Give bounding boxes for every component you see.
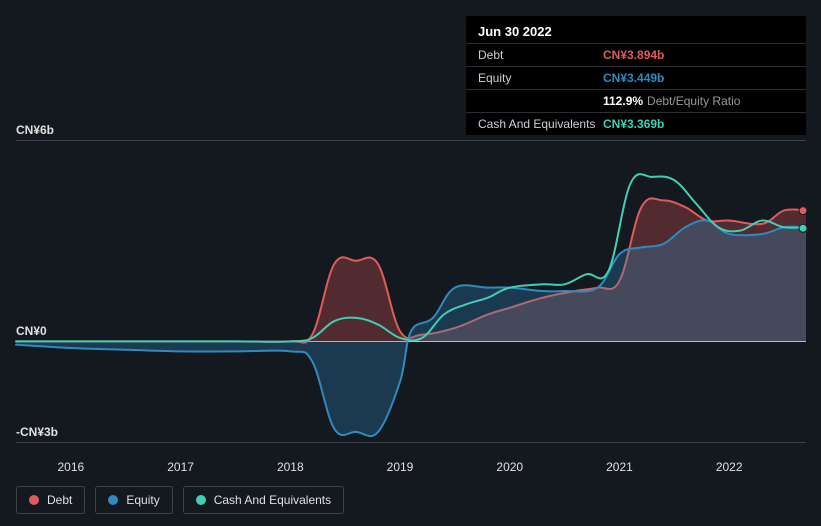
series-area (16, 220, 806, 436)
financials-chart[interactable]: CN¥6bCN¥0-CN¥3b 201620172018201920202021… (16, 120, 806, 470)
legend-dot-icon (108, 495, 118, 505)
legend-item[interactable]: Debt (16, 486, 85, 514)
tooltip-panel: Jun 30 2022 DebtCN¥3.894bEquityCN¥3.449b… (466, 16, 806, 135)
legend-item[interactable]: Equity (95, 486, 172, 514)
tooltip-key: Debt (478, 48, 603, 62)
legend: Debt Equity Cash And Equivalents (16, 486, 344, 514)
legend-label: Cash And Equivalents (214, 493, 331, 507)
chart-plot-svg (16, 120, 806, 470)
series-end-marker (799, 207, 807, 215)
tooltip-key (478, 94, 603, 108)
legend-label: Equity (126, 493, 159, 507)
tooltip-row: DebtCN¥3.894b (466, 43, 806, 66)
tooltip-title: Jun 30 2022 (466, 16, 806, 43)
series-end-marker (799, 224, 807, 232)
legend-label: Debt (47, 493, 72, 507)
tooltip-row: 112.9%Debt/Equity Ratio (466, 89, 806, 112)
tooltip-value: CN¥3.449b (603, 71, 794, 85)
legend-item[interactable]: Cash And Equivalents (183, 486, 344, 514)
legend-dot-icon (196, 495, 206, 505)
tooltip-row: EquityCN¥3.449b (466, 66, 806, 89)
tooltip-key: Equity (478, 71, 603, 85)
tooltip-value: CN¥3.894b (603, 48, 794, 62)
tooltip-value-suffix: Debt/Equity Ratio (647, 94, 740, 108)
tooltip-value: 112.9%Debt/Equity Ratio (603, 94, 794, 108)
legend-dot-icon (29, 495, 39, 505)
